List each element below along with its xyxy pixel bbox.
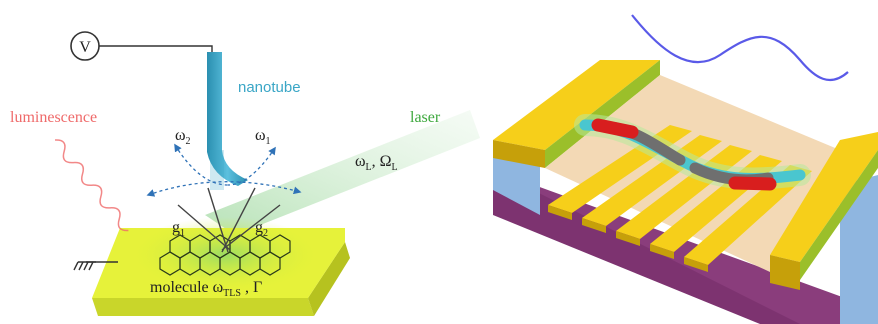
mode-label-omega2: ω2 <box>175 127 191 147</box>
mode-arrow-omega1 <box>227 146 276 186</box>
right-electrode-top <box>770 132 878 262</box>
molecule-structure-icon <box>159 234 291 276</box>
coupling-label-g1: g1 <box>172 219 185 239</box>
substrate-side <box>92 298 314 316</box>
left-electrode-green <box>545 60 660 168</box>
nanotube-red-segment-2 <box>728 176 777 191</box>
left-electrode-top <box>493 60 660 150</box>
right-electrode-front <box>770 255 800 290</box>
luminescence-wave <box>54 139 129 232</box>
mode-arrow-omega2 <box>174 143 229 186</box>
laser-params: ωL, ΩL <box>355 153 398 173</box>
laser-label: laser <box>410 109 441 126</box>
right-panel <box>493 14 878 324</box>
coupling-lines <box>177 187 281 253</box>
substrate-side-right <box>308 242 350 316</box>
laser-beam <box>205 110 480 235</box>
mode-label-omega1: ω1 <box>255 127 271 147</box>
base-right-blue <box>840 175 878 324</box>
molecule-label: molecule ωTLS , Γ <box>150 279 262 299</box>
base-left-blue <box>493 150 540 215</box>
ground-icon <box>73 261 118 271</box>
nanotube-red-segment-1 <box>591 118 639 139</box>
rf-wave <box>631 14 849 82</box>
nanotube-body <box>207 52 248 186</box>
left-panel: V nanotube luminescence laser ωL, ΩL ω2 … <box>10 31 480 316</box>
left-electrode-front <box>493 140 545 168</box>
nanotube-shadow <box>210 150 224 190</box>
coupling-label-g2: g2 <box>255 219 268 239</box>
voltmeter-wire <box>99 45 213 56</box>
right-electrode-green <box>800 150 878 280</box>
nanotube-label: nanotube <box>238 79 301 96</box>
luminescence-label: luminescence <box>10 109 97 126</box>
voltmeter-symbol: V <box>79 39 91 56</box>
